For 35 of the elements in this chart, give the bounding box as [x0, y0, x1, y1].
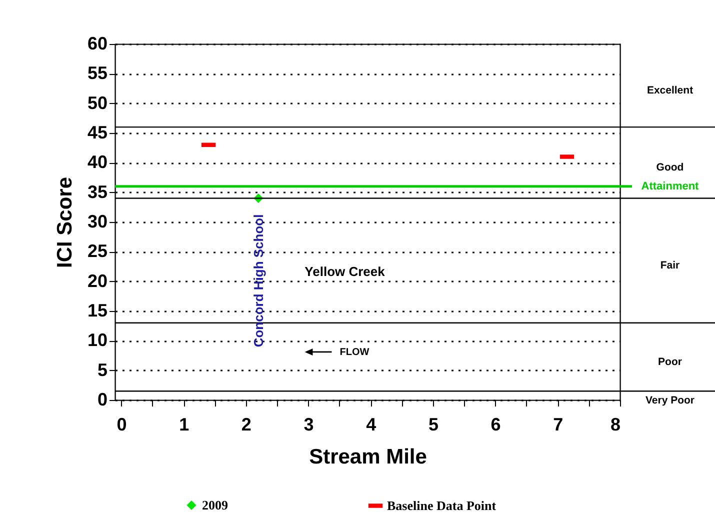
x-tick-label: 8 [610, 414, 620, 434]
band-label: Poor [658, 356, 682, 368]
x-tick-label: 3 [304, 414, 314, 434]
x-tick-label: 6 [490, 414, 501, 434]
annotation: Yellow Creek [304, 264, 386, 279]
y-tick-label: 50 [87, 92, 108, 113]
ref-line-label: Attainment [641, 180, 700, 192]
x-tick-label: 4 [366, 414, 376, 434]
y-tick-label: 5 [97, 360, 108, 380]
y-tick-label: 25 [87, 241, 108, 262]
x-tick-label: 7 [553, 414, 564, 434]
y-tick-label: 35 [87, 182, 108, 202]
band-label: Fair [660, 260, 680, 272]
y-tick-label: 10 [87, 330, 108, 350]
legend-label: 2009 [202, 497, 228, 512]
y-tick-label: 55 [87, 63, 108, 84]
x-axis-title: Stream Mile [309, 446, 427, 468]
y-tick-label: 0 [97, 390, 108, 410]
legend-label: Baseline Data Point [387, 498, 497, 513]
band-label: Good [656, 162, 684, 174]
x-tick-label: 1 [179, 414, 190, 434]
y-tick-label: 60 [87, 34, 108, 54]
y-tick-label: 20 [87, 270, 108, 291]
y-axis-title: ICI Score [53, 176, 76, 268]
y-tick-label: 15 [87, 300, 108, 320]
y-tick-label: 30 [87, 212, 108, 232]
y-tick-label: 45 [87, 122, 108, 142]
annotation: FLOW [340, 346, 370, 358]
x-tick-label: 5 [428, 414, 438, 434]
band-label: Very Poor [645, 394, 695, 407]
band-label: Excellent [646, 84, 694, 97]
y-tick-label: 40 [87, 152, 108, 172]
annotation: Concord High School [250, 214, 266, 348]
x-tick-label: 0 [116, 414, 127, 434]
x-tick-label: 2 [241, 414, 252, 434]
